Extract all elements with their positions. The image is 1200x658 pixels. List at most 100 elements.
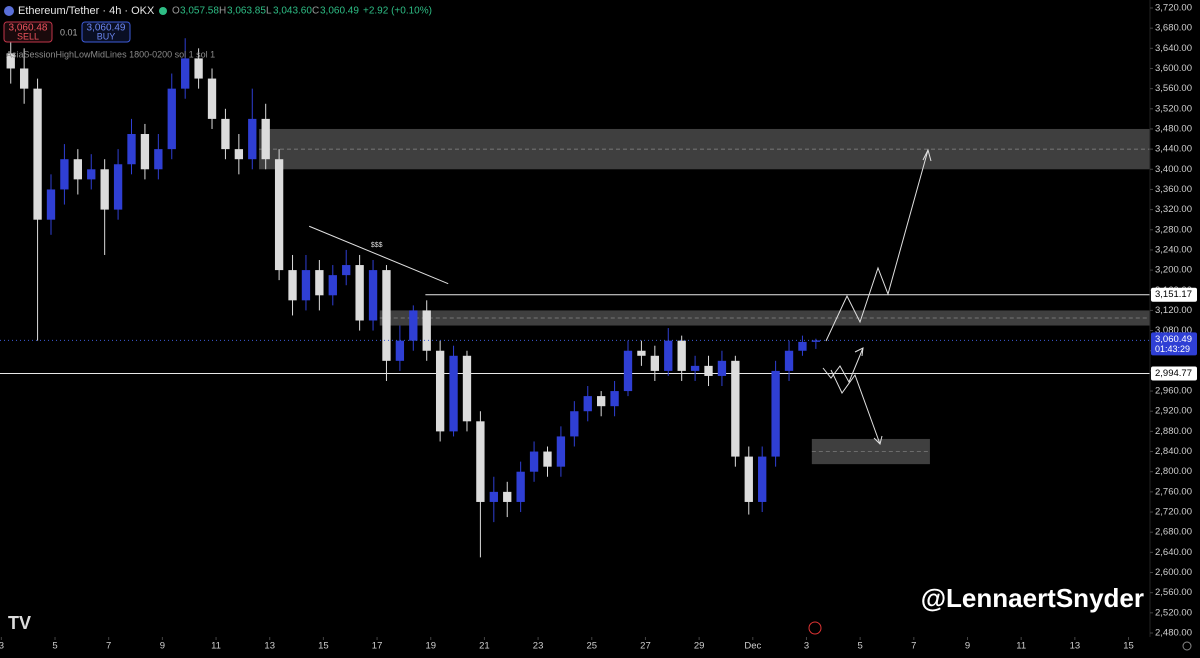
candle-body bbox=[301, 270, 311, 301]
y-tick-label: 2,720.00 bbox=[1155, 507, 1192, 518]
y-tick-label: 3,480.00 bbox=[1155, 123, 1192, 134]
candle-body bbox=[274, 159, 284, 271]
low-value: 3,043.60 bbox=[273, 6, 312, 17]
change-value: +2.92 (+0.10%) bbox=[363, 6, 432, 17]
candle-body bbox=[342, 265, 351, 276]
y-tick-label: 2,640.00 bbox=[1155, 547, 1192, 558]
arrow-path-mid bbox=[822, 347, 864, 384]
x-tick-label: 3 bbox=[804, 641, 809, 652]
sell-button[interactable] bbox=[3, 21, 53, 43]
x-tick-label: Dec bbox=[744, 641, 761, 652]
x-tick-label: 11 bbox=[211, 641, 221, 652]
l-label: L bbox=[266, 6, 272, 17]
x-tick-label: 15 bbox=[318, 641, 329, 652]
y-tick-label: 3,520.00 bbox=[1155, 103, 1192, 114]
candle-body bbox=[637, 350, 646, 356]
candle-body bbox=[543, 451, 552, 467]
last-price-box bbox=[1151, 332, 1197, 356]
level-label: 3,151.17 bbox=[1155, 289, 1192, 300]
event-icon[interactable] bbox=[808, 621, 822, 635]
spread: 0.01 bbox=[60, 27, 78, 37]
buy-price: 3,060.49 bbox=[87, 23, 126, 34]
y-tick-label: 2,680.00 bbox=[1155, 527, 1192, 538]
candle-body bbox=[234, 149, 244, 160]
y-tick-label: 3,680.00 bbox=[1155, 23, 1192, 34]
candle-body bbox=[355, 265, 364, 321]
candle-body bbox=[690, 365, 700, 371]
x-tick-label: 7 bbox=[106, 641, 111, 652]
candle-body bbox=[261, 118, 270, 160]
x-tick-label: 25 bbox=[586, 641, 597, 652]
candle-body bbox=[744, 456, 753, 502]
y-tick-label: 3,200.00 bbox=[1155, 265, 1192, 276]
y-tick-label: 2,480.00 bbox=[1155, 628, 1192, 639]
candle-body bbox=[33, 88, 42, 220]
close-value: 3,060.49 bbox=[320, 6, 359, 17]
header: Ethereum/Tether · 4h · OKX O 3,057.58 H … bbox=[3, 5, 432, 59]
candle-body bbox=[570, 411, 579, 437]
high-value: 3,063.85 bbox=[227, 6, 266, 17]
candle-body bbox=[100, 169, 109, 210]
y-tick-label: 3,560.00 bbox=[1155, 83, 1192, 94]
y-tick-label: 3,280.00 bbox=[1155, 224, 1192, 235]
candle-body bbox=[529, 451, 539, 472]
candle-body bbox=[610, 391, 619, 407]
level-label-box bbox=[1151, 287, 1197, 302]
candle-body bbox=[207, 78, 217, 119]
level-label: 2,994.77 bbox=[1155, 368, 1192, 379]
x-tick-label: 21 bbox=[479, 641, 490, 652]
candle-body bbox=[811, 340, 821, 342]
y-tick-label: 3,720.00 bbox=[1155, 3, 1192, 14]
sell-label: SELL bbox=[17, 31, 39, 41]
candle-body bbox=[503, 491, 512, 502]
candle-body bbox=[409, 310, 418, 341]
y-tick-label: 3,080.00 bbox=[1155, 325, 1192, 336]
y-tick-label: 2,880.00 bbox=[1155, 426, 1192, 437]
candle-body bbox=[368, 270, 378, 321]
level-label-box bbox=[1151, 366, 1197, 381]
candle-body bbox=[556, 436, 566, 467]
candle-body bbox=[623, 350, 633, 392]
candle-body bbox=[435, 350, 445, 432]
candle-body bbox=[60, 159, 69, 190]
x-tick-label: 7 bbox=[911, 641, 916, 652]
plot-area: $$$ bbox=[0, 38, 1150, 558]
x-tick-label: 29 bbox=[694, 641, 705, 652]
settings-icon[interactable] bbox=[1182, 641, 1192, 651]
arrow-head-up bbox=[922, 148, 932, 162]
buy-button[interactable] bbox=[81, 21, 131, 43]
candle-body bbox=[422, 310, 431, 351]
x-tick-label: 3 bbox=[0, 641, 4, 652]
candle-body bbox=[597, 396, 606, 407]
sell-price: 3,060.48 bbox=[9, 23, 48, 34]
watermark: @LennaertSnyder bbox=[921, 583, 1144, 613]
candle-body bbox=[113, 164, 123, 210]
y-tick-label: 3,640.00 bbox=[1155, 43, 1192, 54]
candle-body bbox=[476, 421, 485, 502]
candle-body bbox=[194, 58, 203, 79]
x-tick-label: 17 bbox=[372, 641, 383, 652]
projection-arrows bbox=[822, 148, 932, 445]
candle-body bbox=[328, 275, 337, 296]
candle-body bbox=[87, 169, 96, 180]
o-label: O bbox=[172, 6, 180, 17]
y-tick-label: 2,840.00 bbox=[1155, 446, 1192, 457]
candle-body bbox=[489, 491, 498, 502]
candle-body bbox=[248, 118, 257, 160]
y-tick-label: 2,960.00 bbox=[1155, 386, 1192, 397]
open-value: 3,057.58 bbox=[180, 6, 219, 17]
candle-body bbox=[154, 149, 163, 170]
y-tick-label: 3,600.00 bbox=[1155, 63, 1192, 74]
candle-body bbox=[758, 456, 767, 502]
trendline bbox=[308, 225, 449, 285]
candle-body bbox=[771, 370, 780, 457]
candle-body bbox=[583, 396, 592, 412]
candle-body bbox=[731, 360, 740, 457]
arrow-head-down bbox=[873, 435, 883, 445]
candle-body bbox=[798, 341, 807, 351]
candle-body bbox=[73, 159, 82, 180]
y-tick-label: 3,400.00 bbox=[1155, 164, 1192, 175]
candle-body bbox=[717, 360, 727, 376]
candle-body bbox=[784, 350, 794, 371]
